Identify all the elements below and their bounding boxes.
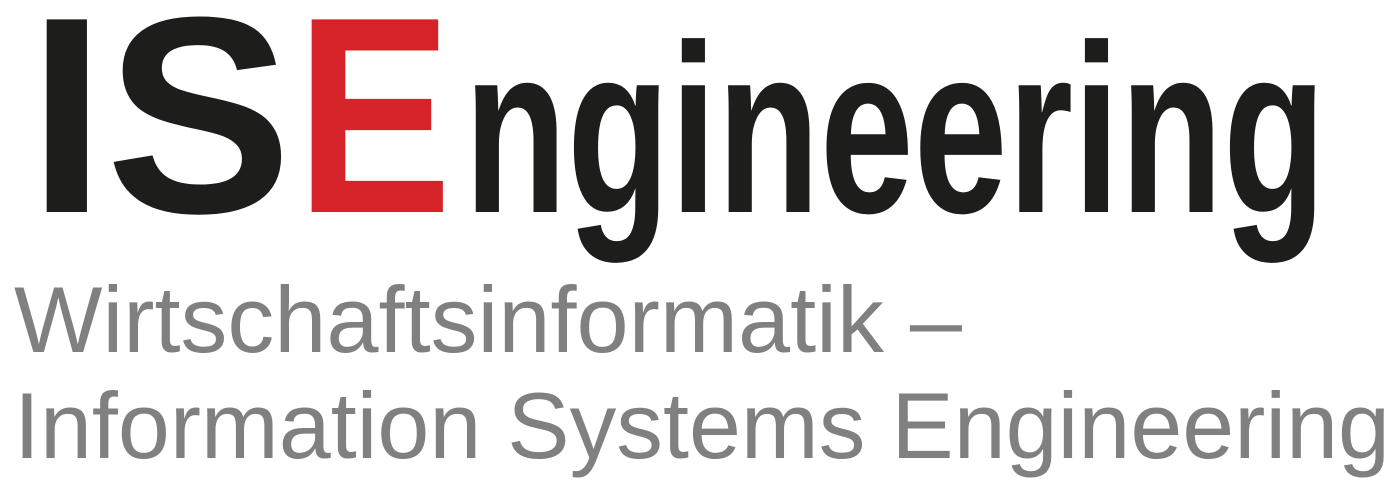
subtitle-line: Information Systems Engineering [14,373,1390,478]
logo-suffix: ngineering [464,0,1326,263]
logo-accent: E [296,0,452,272]
subtitle-line: Wirtschaftsinformatik – [14,267,963,372]
logo-prefix: IS [28,0,292,272]
